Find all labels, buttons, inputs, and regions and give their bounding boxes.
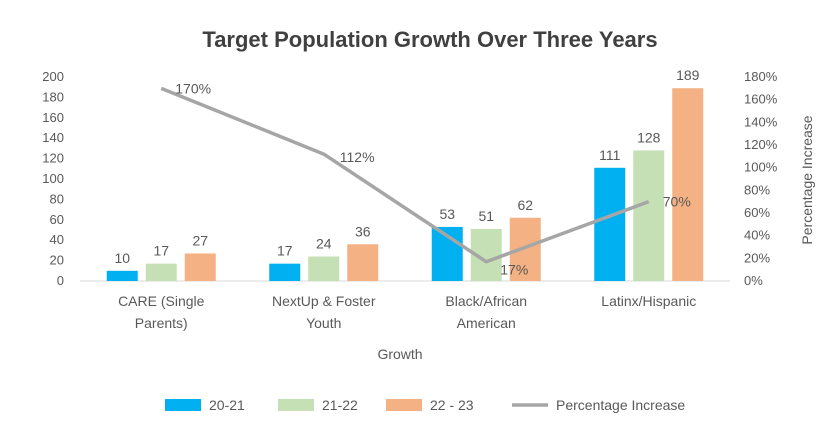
percentage-line [160, 86, 650, 264]
secondary-y-tick-label: 140% [744, 114, 778, 129]
bar-data-label: 24 [316, 236, 332, 252]
legend-label: 20-21 [209, 397, 245, 413]
chart-title: Target Population Growth Over Three Year… [202, 27, 657, 52]
y-tick-label: 80 [50, 191, 64, 206]
legend-swatch [386, 399, 422, 411]
y-tick-label: 160 [42, 110, 64, 125]
x-axis-title: Growth [377, 346, 422, 362]
bar [347, 244, 379, 281]
x-category-label: Parents) [135, 315, 188, 331]
bar-data-label: 53 [439, 206, 455, 222]
secondary-y-tick-label: 180% [744, 69, 778, 84]
y-tick-label: 20 [50, 253, 64, 268]
bar-data-label: 27 [192, 232, 208, 248]
legend-label: 21-22 [322, 397, 358, 413]
y-tick-label: 180 [42, 89, 64, 104]
y-tick-label: 200 [42, 69, 64, 84]
y-tick-label: 120 [42, 151, 64, 166]
y-tick-label: 0 [57, 273, 64, 288]
secondary-y-tick-label: 100% [744, 160, 778, 175]
x-category-label: NextUp & Foster [272, 293, 376, 309]
bar-data-label: 128 [637, 129, 661, 145]
secondary-y-tick-label: 80% [744, 182, 770, 197]
legend-label: 22 - 23 [430, 397, 474, 413]
bar-data-label: 111 [599, 147, 620, 163]
bar-data-label: 189 [676, 67, 700, 83]
y-tick-label: 60 [50, 212, 64, 227]
x-category-label: Latinx/Hispanic [601, 293, 696, 309]
line-data-label: 17% [500, 262, 528, 278]
bar [308, 256, 340, 281]
y-tick-label: 100 [42, 171, 64, 186]
line-data-label: 70% [663, 194, 691, 210]
secondary-y-tick-label: 160% [744, 92, 778, 107]
legend-label: Percentage Increase [556, 397, 685, 413]
bar-data-label: 10 [114, 250, 130, 266]
secondary-y-tick-label: 20% [744, 250, 770, 265]
y-tick-label: 140 [42, 130, 64, 145]
bar [594, 167, 626, 281]
secondary-y-axis-title: Percentage Increase [799, 115, 815, 244]
line-data-label: 112% [340, 149, 375, 165]
line-data-label: 170% [175, 80, 211, 96]
secondary-y-tick-label: 0% [744, 273, 763, 288]
bar-data-label: 17 [153, 243, 169, 259]
legend-swatch [165, 399, 201, 411]
bar-data-label: 51 [478, 208, 494, 224]
bar [106, 270, 138, 281]
secondary-y-tick-label: 40% [744, 228, 770, 243]
bar [269, 263, 301, 281]
secondary-y-tick-label: 120% [744, 137, 778, 152]
bar-data-label: 17 [277, 243, 293, 259]
bar [145, 263, 177, 281]
bar-data-label: 62 [517, 197, 533, 213]
x-category-label: American [457, 315, 516, 331]
x-category-label: Youth [306, 315, 341, 331]
legend-swatch [278, 399, 314, 411]
secondary-y-tick-label: 60% [744, 205, 770, 220]
bar [672, 88, 704, 281]
y-tick-label: 40 [50, 232, 64, 247]
bar [633, 150, 665, 281]
bar-data-label: 36 [355, 223, 371, 239]
bar [184, 253, 216, 281]
x-category-label: Black/African [445, 293, 527, 309]
x-category-label: CARE (Single [118, 293, 205, 309]
